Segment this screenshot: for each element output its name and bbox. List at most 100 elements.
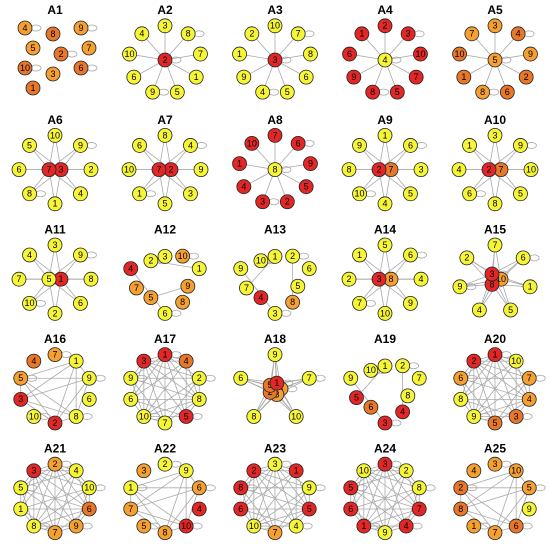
node-label: 2 (249, 29, 254, 39)
node (371, 162, 387, 177)
node-label: 3 (162, 251, 167, 261)
node-label: 6 (408, 140, 413, 150)
node (73, 138, 88, 153)
node (123, 480, 139, 496)
edge (33, 470, 90, 510)
node-label: 1 (471, 521, 476, 531)
self-loop (301, 522, 313, 530)
node-label: 5 (527, 483, 532, 493)
node (132, 138, 147, 153)
node (267, 52, 283, 68)
node (236, 69, 252, 85)
node-label: 9 (357, 140, 362, 150)
edge (54, 377, 90, 424)
node-label: 6 (458, 373, 463, 383)
edge (20, 377, 90, 400)
self-loop (534, 484, 546, 492)
node (136, 518, 152, 534)
node (408, 69, 424, 85)
node-label: 9 (87, 373, 92, 383)
node-label: 9 (272, 349, 277, 359)
network-panel: A23 3 19 54 7 10 6 82 (233, 442, 326, 540)
network-panel: A16 7 19 68 2 10 3 54 (13, 332, 106, 431)
node-label: 10 (455, 49, 465, 59)
edge (20, 377, 77, 417)
node (363, 399, 379, 415)
edge (494, 354, 530, 400)
node-label: 5 (304, 182, 309, 192)
node-label: 9 (78, 140, 83, 150)
node (157, 52, 173, 68)
edge (253, 470, 310, 510)
self-loop (94, 374, 106, 382)
node-label: 10 (181, 521, 191, 531)
node-label: 6 (197, 483, 202, 493)
node (475, 84, 491, 100)
node (400, 388, 416, 404)
node-label: 8 (405, 391, 410, 401)
self-loop (416, 142, 427, 149)
node (523, 46, 538, 62)
self-loop (298, 252, 310, 260)
node (523, 162, 539, 177)
node (13, 391, 29, 407)
node (487, 237, 503, 253)
node (411, 501, 427, 517)
node (510, 26, 526, 42)
node-label: 9 (308, 159, 313, 169)
network-panel: A11 3 9 8 6 2 10 7 4 15 (11, 222, 99, 321)
node-label: 4 (188, 140, 193, 150)
self-loop (193, 30, 205, 38)
node (81, 480, 97, 496)
self-loop (204, 484, 216, 492)
node-label: 10 (496, 274, 506, 284)
node-label: 2 (458, 483, 463, 493)
node (285, 248, 301, 264)
self-loop (378, 88, 390, 96)
self-loop (158, 88, 170, 96)
node (403, 138, 418, 153)
node-label: 4 (400, 407, 405, 417)
node-label: 3 (376, 274, 381, 284)
node-label: 6 (348, 504, 353, 514)
node-label: 10 (247, 138, 257, 148)
node-label: 1 (237, 159, 242, 169)
node (68, 463, 84, 479)
self-loop (170, 460, 182, 468)
self-loop (475, 190, 486, 198)
self-loop (60, 351, 72, 358)
node-label: 9 (382, 527, 387, 537)
node (267, 456, 283, 472)
node-label: 7 (134, 283, 139, 293)
node (68, 409, 84, 424)
node (236, 179, 252, 195)
node-label: 1 (528, 282, 533, 292)
node (47, 415, 63, 431)
node-label: 5 (348, 483, 353, 493)
node (377, 237, 393, 253)
node (487, 525, 503, 540)
node-label: 1 (294, 466, 299, 476)
network-panel: A21 2 4 10 69 7 81 53 (13, 442, 106, 540)
node (389, 84, 405, 100)
node-label: 8 (417, 483, 422, 493)
node-label: 3 (260, 197, 265, 207)
node-label: 8 (162, 527, 167, 537)
node (290, 278, 306, 294)
node (246, 409, 262, 424)
node-label: 9 (185, 281, 190, 291)
node-label: 9 (408, 298, 413, 308)
node (403, 295, 418, 311)
node (157, 525, 173, 540)
node-label: 4 (477, 305, 482, 315)
node (244, 26, 260, 42)
node (157, 248, 173, 264)
panel-title: A6 (47, 113, 63, 127)
self-loop (81, 413, 93, 420)
node (267, 162, 283, 177)
node-label: 9 (307, 483, 312, 493)
self-loop (204, 374, 216, 382)
self-loop (303, 30, 315, 38)
node (508, 463, 524, 479)
edge (240, 508, 297, 527)
